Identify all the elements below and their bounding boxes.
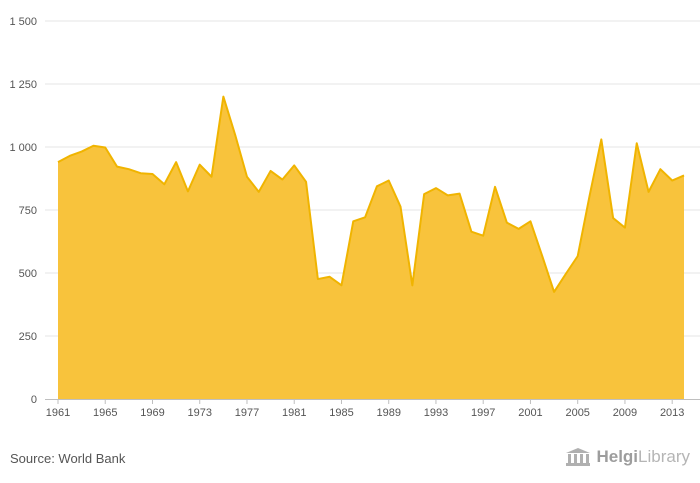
library-building-icon	[566, 448, 591, 466]
y-tick-label: 0	[31, 394, 37, 406]
y-axis: 0 250 500 750 1 000 1 250 1 500	[9, 16, 37, 406]
source-note: Source: World Bank	[10, 451, 126, 466]
y-tick-label: 1 250	[9, 79, 37, 91]
y-tick-label: 750	[19, 205, 37, 217]
y-tick-label: 1 000	[9, 142, 37, 154]
x-tick-label: 1981	[282, 407, 306, 419]
x-tick-label: 1973	[187, 407, 211, 419]
y-tick-label: 500	[19, 268, 37, 280]
area-series-outline	[57, 95, 685, 293]
x-axis: 1961 1965 1969 1973 1977 1981 1985 1989 1993 1997…	[46, 399, 684, 419]
area-series	[58, 96, 684, 399]
x-tick-label: 2001	[518, 407, 542, 419]
x-tick-label: 1961	[46, 407, 70, 419]
x-tick-label: 1993	[424, 407, 448, 419]
area-chart: 1961 1965 1969 1973 1977 1981 1985 1989 1993 1997…	[9, 16, 700, 419]
helgi-library-logo: HelgiLibrary	[565, 447, 690, 467]
x-tick-label: 1989	[376, 407, 400, 419]
x-tick-label: 2005	[565, 407, 589, 419]
logo-text-strong: Helgi	[596, 447, 639, 466]
logo-text-light: Library	[638, 447, 690, 466]
x-tick-label: 1969	[140, 407, 164, 419]
y-tick-label: 1 500	[9, 16, 37, 28]
x-tick-label: 2009	[613, 407, 637, 419]
x-tick-label: 1985	[329, 407, 353, 419]
x-tick-label: 1997	[471, 407, 495, 419]
x-tick-label: 2013	[660, 407, 684, 419]
x-tick-label: 1977	[235, 407, 259, 419]
y-tick-label: 250	[19, 331, 37, 343]
x-tick-label: 1965	[93, 407, 117, 419]
